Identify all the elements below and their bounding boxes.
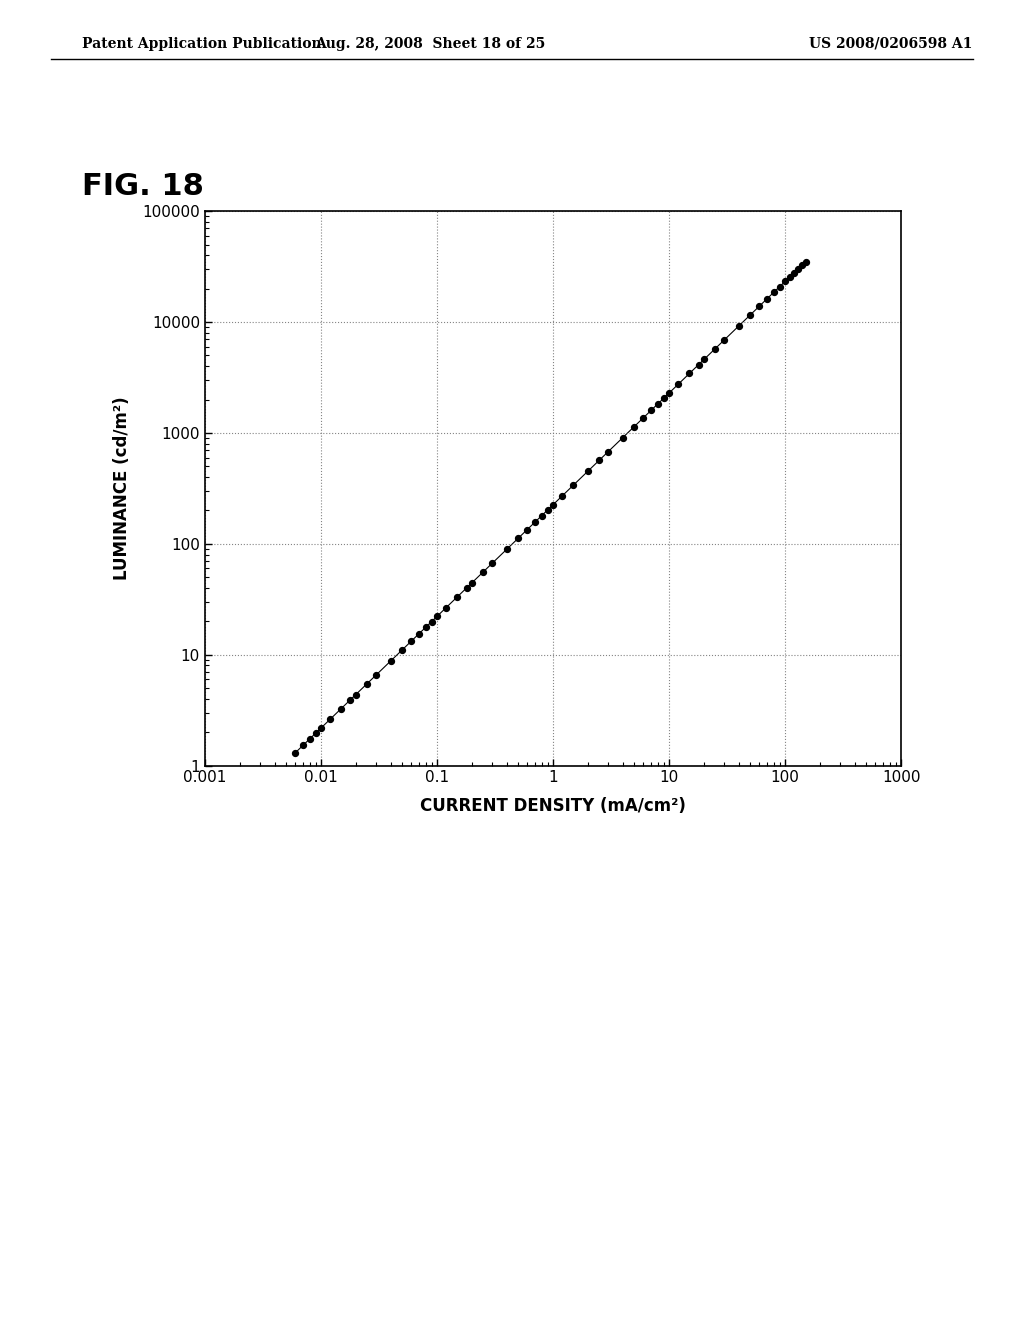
Point (591, 450, 607, 471)
Text: FIG. 18: FIG. 18 (82, 172, 204, 201)
Point (791, 259, 807, 280)
Point (781, 267, 798, 288)
Point (771, 276, 787, 297)
Point (429, 606, 445, 627)
Point (540, 499, 556, 520)
Point (707, 338, 723, 359)
Point (322, 709, 338, 730)
Point (716, 329, 732, 350)
Point (635, 408, 651, 429)
Point (794, 255, 810, 276)
Point (600, 441, 616, 462)
Point (287, 742, 303, 763)
Point (786, 261, 803, 282)
Point (301, 729, 317, 750)
X-axis label: CURRENT DENSITY (mA/cm²): CURRENT DENSITY (mA/cm²) (420, 796, 686, 814)
Point (534, 506, 550, 527)
Text: Aug. 28, 2008  Sheet 18 of 25: Aug. 28, 2008 Sheet 18 of 25 (315, 37, 545, 51)
Point (526, 512, 543, 533)
Point (649, 393, 666, 414)
Point (342, 689, 358, 710)
Point (510, 528, 526, 549)
Point (777, 271, 794, 292)
Point (655, 388, 672, 409)
Point (614, 426, 631, 447)
Point (759, 288, 775, 309)
Point (554, 486, 570, 507)
Point (484, 553, 501, 574)
Point (670, 374, 686, 395)
Point (690, 354, 707, 375)
Point (358, 673, 375, 694)
Point (752, 296, 768, 317)
Point (731, 315, 748, 337)
Point (423, 611, 439, 632)
Point (695, 348, 712, 370)
Point (766, 281, 782, 302)
Point (295, 735, 311, 756)
Point (438, 597, 455, 618)
Point (742, 305, 759, 326)
Text: US 2008/0206598 A1: US 2008/0206598 A1 (809, 37, 973, 51)
Point (459, 577, 475, 598)
Point (798, 251, 814, 272)
Point (499, 539, 515, 560)
Point (333, 698, 349, 719)
Point (418, 616, 434, 638)
Point (411, 623, 427, 644)
Y-axis label: LUMINANCE (cd/m²): LUMINANCE (cd/m²) (113, 396, 131, 581)
Point (394, 640, 411, 661)
Point (307, 723, 324, 744)
Point (450, 586, 466, 607)
Point (626, 416, 642, 437)
Point (545, 494, 561, 515)
Text: Patent Application Publication: Patent Application Publication (82, 37, 322, 51)
Point (368, 664, 384, 685)
Point (681, 363, 697, 384)
Point (519, 519, 536, 540)
Point (403, 631, 420, 652)
Point (475, 561, 492, 582)
Point (312, 718, 329, 739)
Point (565, 475, 582, 496)
Point (660, 383, 677, 404)
Point (643, 400, 659, 421)
Point (464, 573, 480, 594)
Point (383, 651, 399, 672)
Point (580, 461, 596, 482)
Point (347, 684, 364, 705)
